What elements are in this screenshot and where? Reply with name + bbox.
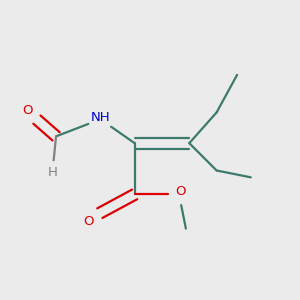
Text: H: H [48,166,58,179]
Text: O: O [22,104,32,117]
Text: O: O [176,185,186,198]
Text: NH: NH [91,111,110,124]
Text: O: O [83,214,94,228]
